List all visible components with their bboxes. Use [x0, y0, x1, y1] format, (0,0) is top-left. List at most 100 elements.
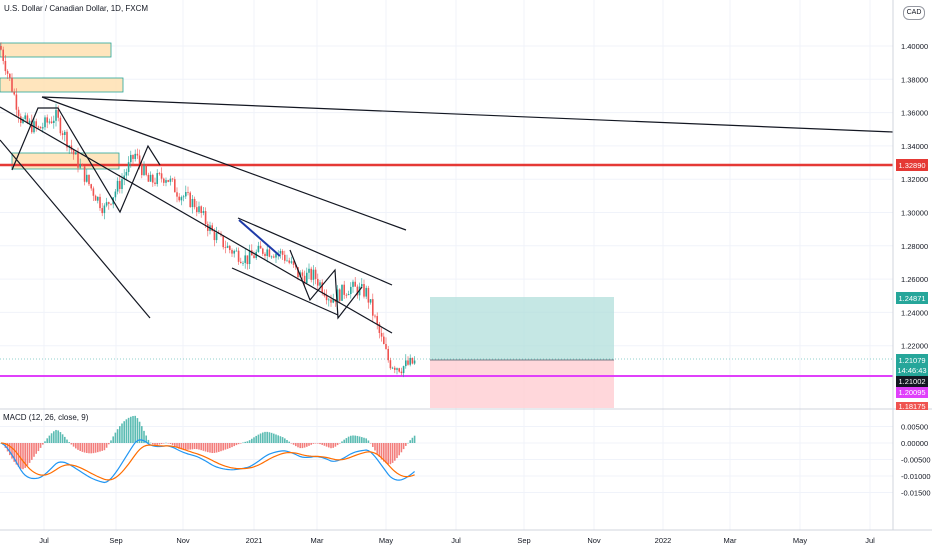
macd-hist-bar: [372, 443, 374, 447]
macd-tick-label: -0.01000: [901, 472, 931, 481]
macd-hist-bar: [99, 443, 101, 452]
candle-body: [50, 121, 53, 123]
candle-body: [0, 46, 2, 50]
candle-body: [31, 120, 33, 133]
candle-body: [105, 202, 108, 206]
macd-hist-bar: [20, 443, 22, 469]
candle-body: [286, 260, 288, 262]
currency-button[interactable]: CAD: [903, 6, 925, 20]
macd-hist-bar: [319, 443, 321, 445]
blue-trendline[interactable]: [238, 219, 281, 257]
trendlines[interactable]: [0, 96, 894, 334]
macd-hist-bar: [407, 442, 409, 444]
position-loss-zone[interactable]: [430, 360, 614, 408]
candle-body: [222, 235, 224, 248]
macd-hist-bar: [193, 443, 196, 450]
macd-hist-bar: [264, 431, 266, 443]
candle-body: [174, 179, 176, 193]
candle-body: [332, 299, 334, 303]
price-axis[interactable]: 1.40000 1.38000 1.36000 1.34000 1.32000 1.300…: [901, 42, 928, 351]
macd-hist-bar: [400, 443, 403, 453]
macd-hist-bar: [361, 437, 363, 443]
candle-body: [248, 250, 251, 265]
price-tick-label: 1.38000: [901, 75, 928, 84]
candle-body: [136, 153, 139, 156]
macd-hist-bar: [66, 439, 68, 443]
macd-hist-bar: [218, 443, 220, 452]
macd-hist-bar: [136, 418, 139, 443]
candle-body: [158, 173, 161, 174]
price-tick-label: 1.26000: [901, 275, 928, 284]
candle-body: [152, 174, 154, 183]
time-tick-label: May: [379, 536, 393, 545]
macd-title[interactable]: MACD (12, 26, close, 9): [3, 413, 89, 422]
macd-hist-bar: [369, 443, 372, 444]
macd-hist-bar: [110, 440, 112, 443]
time-tick-label: May: [793, 536, 807, 545]
macd-hist-bar: [354, 435, 356, 443]
macd-hist-bar: [123, 421, 125, 443]
macd-hist-bar: [35, 443, 37, 454]
candle-body: [330, 299, 332, 303]
macd-hist-bar: [213, 443, 216, 453]
macd-axis[interactable]: 0.00500 0.00000 -0.00500 -0.01000 -0.01500: [901, 423, 931, 498]
macd-hist-bar: [92, 443, 95, 454]
macd-hist-bar: [323, 443, 326, 446]
candle-body: [180, 197, 183, 201]
time-axis[interactable]: Jul Sep Nov 2021 Mar May Jul Sep Nov 2022 Mar May Ju…: [39, 536, 875, 545]
candle-body: [42, 127, 44, 129]
candle-body: [196, 207, 198, 213]
macd-hist-bar: [86, 443, 88, 453]
candle-body: [61, 133, 64, 136]
macd-hist-bar: [211, 443, 213, 454]
support-badge: 1.20095: [898, 388, 925, 397]
macd-hist-bar: [15, 443, 18, 465]
macd-hist-bar: [310, 443, 312, 445]
candle-body: [268, 249, 271, 257]
candle-body: [264, 253, 266, 256]
macd-hist-bar: [235, 443, 238, 446]
candle-body: [39, 126, 42, 129]
candle-body: [15, 94, 18, 110]
macd-hist-bar: [81, 443, 84, 452]
candle-body: [163, 178, 165, 183]
candle-body: [376, 316, 378, 324]
macd-hist-bar: [116, 429, 119, 443]
candle-body: [28, 120, 31, 124]
price-badges: 1.32890 1.24871 1.21079 14:46:43 1.21002…: [896, 159, 928, 411]
macd-hist-bar: [119, 426, 121, 443]
candle-body: [64, 131, 66, 136]
candle-body: [251, 250, 253, 256]
symbol-title[interactable]: U.S. Dollar / Canadian Dollar, 1D, FXCM: [4, 4, 149, 13]
supply-zone-2[interactable]: [0, 77, 124, 93]
macd-hist-bar: [94, 443, 97, 453]
candle-body: [22, 119, 24, 123]
candle-body: [339, 289, 341, 301]
candle-body: [169, 178, 172, 182]
supply-zone-1[interactable]: [0, 42, 112, 58]
macd-hist-bar: [339, 443, 341, 444]
macd-hist-bar: [330, 443, 332, 449]
candle-body: [176, 192, 178, 197]
macd-hist-bar: [152, 443, 154, 445]
macd-hist-bar: [343, 439, 345, 443]
candle-body: [132, 154, 134, 159]
position-profit-zone[interactable]: [430, 297, 614, 360]
macd-hist-bar: [61, 434, 64, 443]
candle-body: [405, 360, 407, 367]
macd-hist-bar: [292, 443, 295, 445]
candle-body: [211, 225, 213, 231]
candle-body: [48, 121, 51, 123]
macd-hist-bar: [257, 434, 260, 443]
macd-hist-bar: [389, 443, 392, 465]
candle-body: [189, 192, 191, 208]
candle-body: [398, 368, 400, 372]
macd-hist-bar: [125, 419, 128, 443]
macd-hist-bar: [303, 443, 306, 448]
candle-body: [171, 178, 174, 180]
macd-hist-bar: [356, 435, 359, 443]
time-tick-label: Jul: [39, 536, 49, 545]
macd-hist-bar: [178, 443, 180, 449]
macd-hist-bar: [59, 432, 62, 443]
